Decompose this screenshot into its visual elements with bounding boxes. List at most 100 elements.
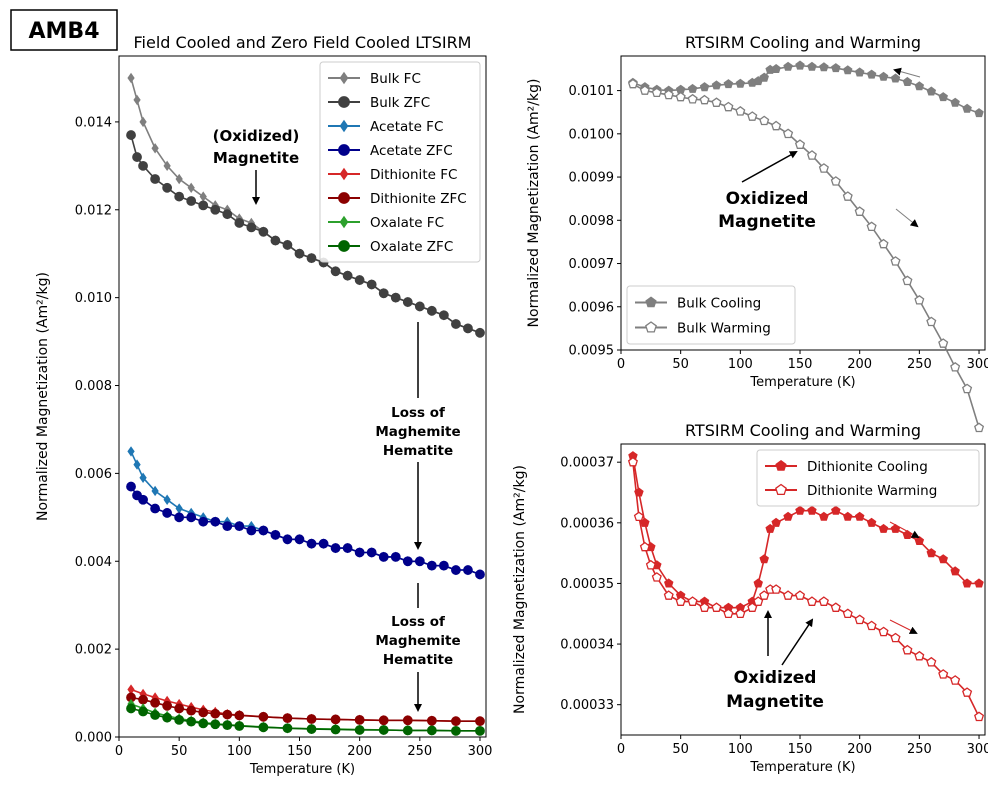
y-axis-label: Normalized Magnetization (Am²/kg) xyxy=(35,272,51,521)
x-tick-label: 150 xyxy=(287,744,312,759)
data-point xyxy=(138,494,148,505)
data-point xyxy=(974,422,985,433)
data-point xyxy=(711,602,722,612)
annotation-arrow-2 xyxy=(781,618,814,666)
data-point xyxy=(174,714,185,725)
series-bulk-zfc xyxy=(126,130,485,338)
data-point xyxy=(402,715,413,726)
data-point xyxy=(246,222,257,233)
data-point xyxy=(830,602,841,612)
data-point xyxy=(843,65,853,75)
legend-marker xyxy=(338,192,350,204)
y-axis-label: Normalized Magnetization (Am²/kg) xyxy=(526,79,542,328)
legend-entry-dithionite-cooling: Dithionite Cooling xyxy=(765,459,928,475)
annotation-line-2: Magnetite xyxy=(718,212,816,232)
x-tick-label: 150 xyxy=(788,357,813,372)
data-point xyxy=(639,85,650,95)
data-point xyxy=(699,82,710,92)
data-point xyxy=(926,548,937,558)
data-point xyxy=(818,163,829,173)
annotation-line-2: Maghemite xyxy=(375,424,460,440)
y-tick-label: 0.0096 xyxy=(569,300,615,315)
legend-marker xyxy=(339,215,349,229)
y-tick-label: 0.014 xyxy=(75,115,112,130)
data-point xyxy=(842,191,853,201)
data-point xyxy=(163,160,171,172)
data-point xyxy=(819,62,829,72)
x-tick-label: 250 xyxy=(407,744,432,759)
data-point xyxy=(186,705,197,716)
x-tick-label: 0 xyxy=(617,742,625,757)
x-tick-label: 300 xyxy=(967,357,988,372)
data-point xyxy=(330,266,341,277)
data-point xyxy=(306,724,317,734)
data-point xyxy=(866,620,877,631)
data-point xyxy=(426,305,437,316)
data-point xyxy=(807,505,817,515)
data-point xyxy=(962,578,972,588)
legend: Bulk FC Bulk ZFC Acetate FC Acetate ZFC Dith… xyxy=(319,61,481,263)
series-bulk-cooling xyxy=(628,60,984,118)
data-point xyxy=(198,516,209,527)
legend: Dithionite Cooling Dithionite Warming xyxy=(756,449,980,507)
data-point xyxy=(866,221,877,232)
data-point xyxy=(139,116,147,128)
data-point xyxy=(645,559,656,570)
legend-label: Bulk Cooling xyxy=(677,296,761,312)
data-point xyxy=(150,174,160,184)
data-point xyxy=(854,67,865,77)
data-point xyxy=(866,69,877,79)
data-point xyxy=(258,711,269,722)
legend-entry-bulk-zfc: Bulk ZFC xyxy=(328,95,430,111)
data-point xyxy=(463,323,473,334)
data-point xyxy=(783,61,793,71)
data-point xyxy=(771,64,781,73)
data-point xyxy=(711,97,722,107)
data-point xyxy=(938,554,948,564)
data-point xyxy=(132,152,142,162)
legend-entry-bulk-warming: Bulk Warming xyxy=(635,321,771,337)
data-point xyxy=(270,235,281,246)
data-point xyxy=(783,511,793,521)
data-point xyxy=(878,71,889,81)
data-point xyxy=(854,614,865,625)
data-point xyxy=(962,103,972,113)
legend-entry-oxalate-fc: Oxalate FC xyxy=(328,215,444,231)
ltsirm-chart: 0 50 100 150 200 250 300 0.000 0.002 0.004 0.006 0.… xyxy=(35,33,492,777)
annotation-line-2: Magnetite xyxy=(213,149,299,167)
data-point xyxy=(126,130,136,140)
data-point xyxy=(735,78,746,88)
data-point xyxy=(687,596,698,606)
data-point xyxy=(186,196,197,206)
x-tick-label: 100 xyxy=(728,357,753,372)
data-point xyxy=(633,511,644,522)
legend-label: Acetate ZFC xyxy=(370,143,453,159)
data-point xyxy=(210,708,221,719)
data-point xyxy=(794,590,806,600)
data-point xyxy=(627,456,638,467)
legend-label: Dithionite Warming xyxy=(807,483,937,499)
data-point xyxy=(366,547,377,558)
data-point xyxy=(163,494,171,505)
data-point xyxy=(150,697,160,708)
data-point xyxy=(151,485,159,497)
data-point xyxy=(294,534,305,545)
data-point xyxy=(342,543,353,553)
annotation-oxidized-magnetite-dithionite: Oxidized Magnetite xyxy=(726,521,920,712)
warming-direction-arrow xyxy=(889,619,918,634)
data-point xyxy=(330,543,341,553)
bulk-rtsirm-chart: 0 50 100 150 200 250 300 0.0095 0.0096 0.0097 0.00… xyxy=(526,33,988,433)
data-point xyxy=(354,275,365,285)
data-point xyxy=(378,288,389,299)
data-point xyxy=(234,521,245,532)
data-point xyxy=(354,714,365,725)
y-tick-label: 0.0097 xyxy=(569,257,615,272)
data-point xyxy=(234,721,245,731)
data-point xyxy=(234,710,245,721)
y-tick-label: 0.0099 xyxy=(569,171,615,186)
data-point xyxy=(831,63,841,73)
data-point xyxy=(771,120,782,131)
data-point xyxy=(151,143,159,154)
x-tick-label: 200 xyxy=(847,357,872,372)
